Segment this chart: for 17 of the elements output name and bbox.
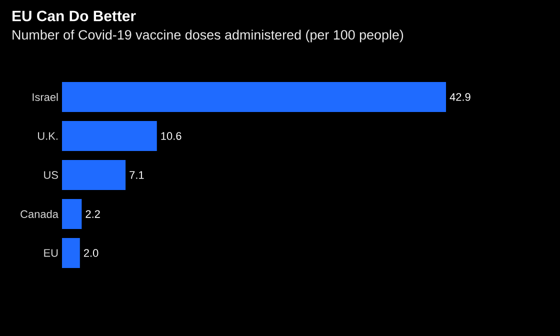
data-label: 42.9 — [450, 93, 470, 101]
y-tick-label: US — [44, 171, 58, 179]
bar — [62, 82, 446, 112]
y-tick-label: Canada — [20, 210, 58, 218]
y-tick-label: EU — [44, 249, 58, 257]
data-label: 2.2 — [86, 210, 100, 218]
data-label: 2.0 — [84, 249, 98, 257]
data-label: 10.6 — [161, 132, 182, 140]
bar — [62, 121, 157, 152]
bar — [62, 199, 82, 230]
y-tick-label: U.K. — [38, 132, 58, 140]
bar — [62, 238, 80, 268]
y-tick-label: Israel — [32, 92, 58, 102]
data-label: 7.1 — [130, 171, 144, 179]
chart-subtitle: Number of Covid-19 vaccine doses administered (per 100 people) — [12, 30, 404, 42]
bar — [62, 160, 126, 190]
chart-title: EU Can Do Better — [12, 10, 136, 22]
